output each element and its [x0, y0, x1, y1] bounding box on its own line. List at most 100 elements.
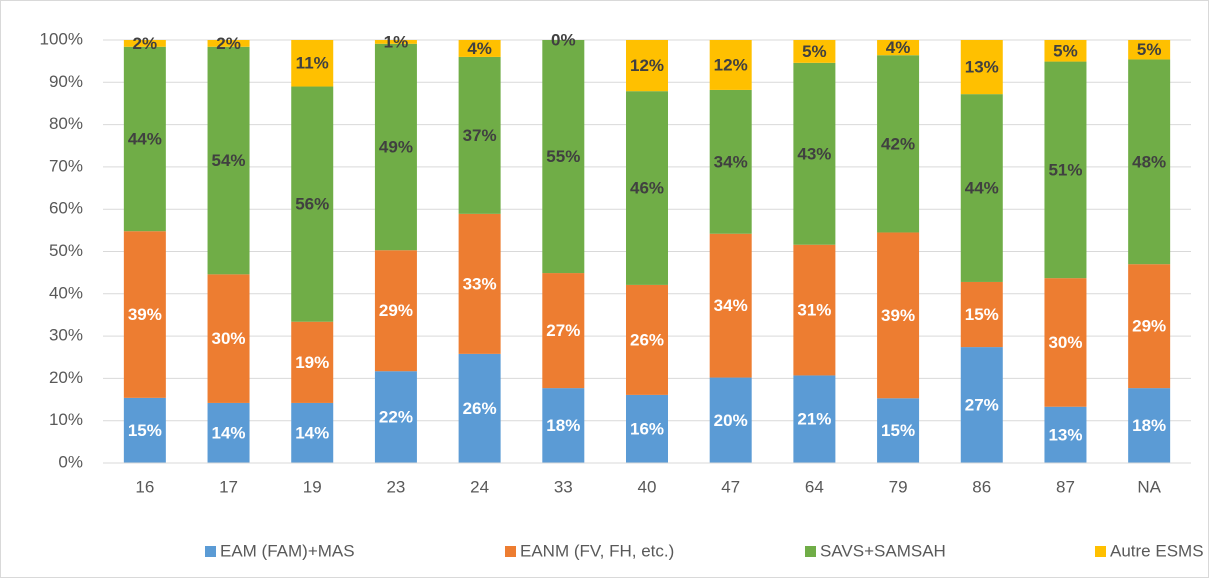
x-tick-label: 79 [889, 477, 908, 496]
y-tick-label: 50% [49, 241, 83, 260]
x-tick-label: 17 [219, 477, 238, 496]
data-label: 14% [295, 423, 329, 442]
data-label: 26% [463, 399, 497, 418]
legend-label: SAVS+SAMSAH [820, 541, 946, 560]
bar-segment [960, 281, 1003, 348]
data-label: 39% [881, 306, 915, 325]
data-label: 1% [384, 32, 409, 51]
data-label: 19% [295, 353, 329, 372]
bar-segment [374, 40, 417, 44]
bar-segment [458, 56, 501, 214]
data-label: 13% [965, 58, 999, 77]
x-tick-label: 87 [1056, 477, 1075, 496]
legend-swatch [205, 546, 216, 557]
bar-segment [374, 43, 417, 251]
legend-swatch [1095, 546, 1106, 557]
y-tick-label: 80% [49, 114, 83, 133]
data-label: 33% [463, 274, 497, 293]
data-label: 27% [546, 321, 580, 340]
data-label: 55% [546, 147, 580, 166]
y-tick-label: 90% [49, 72, 83, 91]
data-label: 0% [551, 30, 576, 49]
bar-segment [374, 250, 417, 372]
bar-segment [542, 40, 585, 274]
bar-segment [877, 232, 920, 399]
bar-segment [123, 397, 166, 463]
bar-segment [626, 91, 668, 285]
data-label: 44% [128, 129, 162, 148]
data-label: 15% [128, 421, 162, 440]
bar-segment [1044, 40, 1087, 62]
bar-segment [291, 402, 334, 463]
data-label: 51% [1048, 160, 1082, 179]
data-label: 39% [128, 305, 162, 324]
y-tick-label: 100% [40, 29, 83, 48]
bar-segment [793, 375, 836, 463]
y-tick-label: 60% [49, 199, 83, 218]
data-label: 2% [216, 34, 241, 53]
data-label: 12% [630, 56, 664, 75]
bar-segment [1044, 406, 1087, 463]
y-tick-label: 20% [49, 368, 83, 387]
bar-segment [626, 40, 668, 92]
data-label: 30% [1048, 333, 1082, 352]
bar-segment [960, 94, 1003, 282]
bar-segment [626, 284, 668, 395]
x-tick-label: 40 [638, 477, 657, 496]
bar-segment [1128, 40, 1171, 60]
bar-segment [626, 394, 668, 463]
data-label: 16% [630, 419, 664, 438]
data-label: 31% [797, 301, 831, 320]
bar-segment [458, 40, 501, 57]
data-label: 13% [1048, 425, 1082, 444]
bar-segment [542, 388, 585, 463]
y-tick-label: 70% [49, 156, 83, 175]
data-label: 46% [630, 179, 664, 198]
bar-segment [207, 46, 250, 275]
data-label: 26% [630, 330, 664, 349]
bar-segment [291, 321, 334, 403]
data-label: 5% [1053, 41, 1078, 60]
bar-segment [709, 377, 752, 463]
data-label: 22% [379, 408, 413, 427]
x-tick-label: NA [1137, 477, 1161, 496]
data-label: 30% [212, 329, 246, 348]
data-label: 18% [1132, 416, 1166, 435]
data-label: 4% [467, 39, 492, 58]
bar-segment [709, 40, 752, 90]
data-label: 18% [546, 416, 580, 435]
data-label: 27% [965, 396, 999, 415]
y-tick-label: 40% [49, 283, 83, 302]
data-label: 49% [379, 138, 413, 157]
y-tick-label: 0% [58, 452, 83, 471]
data-label: 37% [463, 126, 497, 145]
data-label: 2% [133, 34, 158, 53]
bar-segment [1044, 278, 1087, 407]
x-tick-label: 86 [972, 477, 991, 496]
data-label: 15% [965, 305, 999, 324]
bar-segment [123, 46, 166, 232]
x-tick-label: 16 [135, 477, 154, 496]
legend-swatch [805, 546, 816, 557]
data-label: 34% [714, 152, 748, 171]
x-tick-label: 64 [805, 477, 824, 496]
data-label: 56% [295, 195, 329, 214]
x-tick-label: 47 [721, 477, 740, 496]
bar-segment [207, 402, 250, 463]
data-label: 42% [881, 134, 915, 153]
bar-segment [123, 40, 166, 47]
bar-segment [1128, 388, 1171, 463]
data-label: 14% [212, 423, 246, 442]
data-label: 44% [965, 179, 999, 198]
x-tick-label: 23 [386, 477, 405, 496]
x-tick-label: 33 [554, 477, 573, 496]
data-label: 12% [714, 55, 748, 74]
bar-segment [793, 244, 836, 376]
data-label: 21% [797, 410, 831, 429]
y-tick-label: 10% [49, 410, 83, 429]
legend-label: EANM (FV, FH, etc.) [520, 541, 674, 560]
bar-segment [793, 62, 836, 245]
bar-segment [1128, 59, 1171, 265]
